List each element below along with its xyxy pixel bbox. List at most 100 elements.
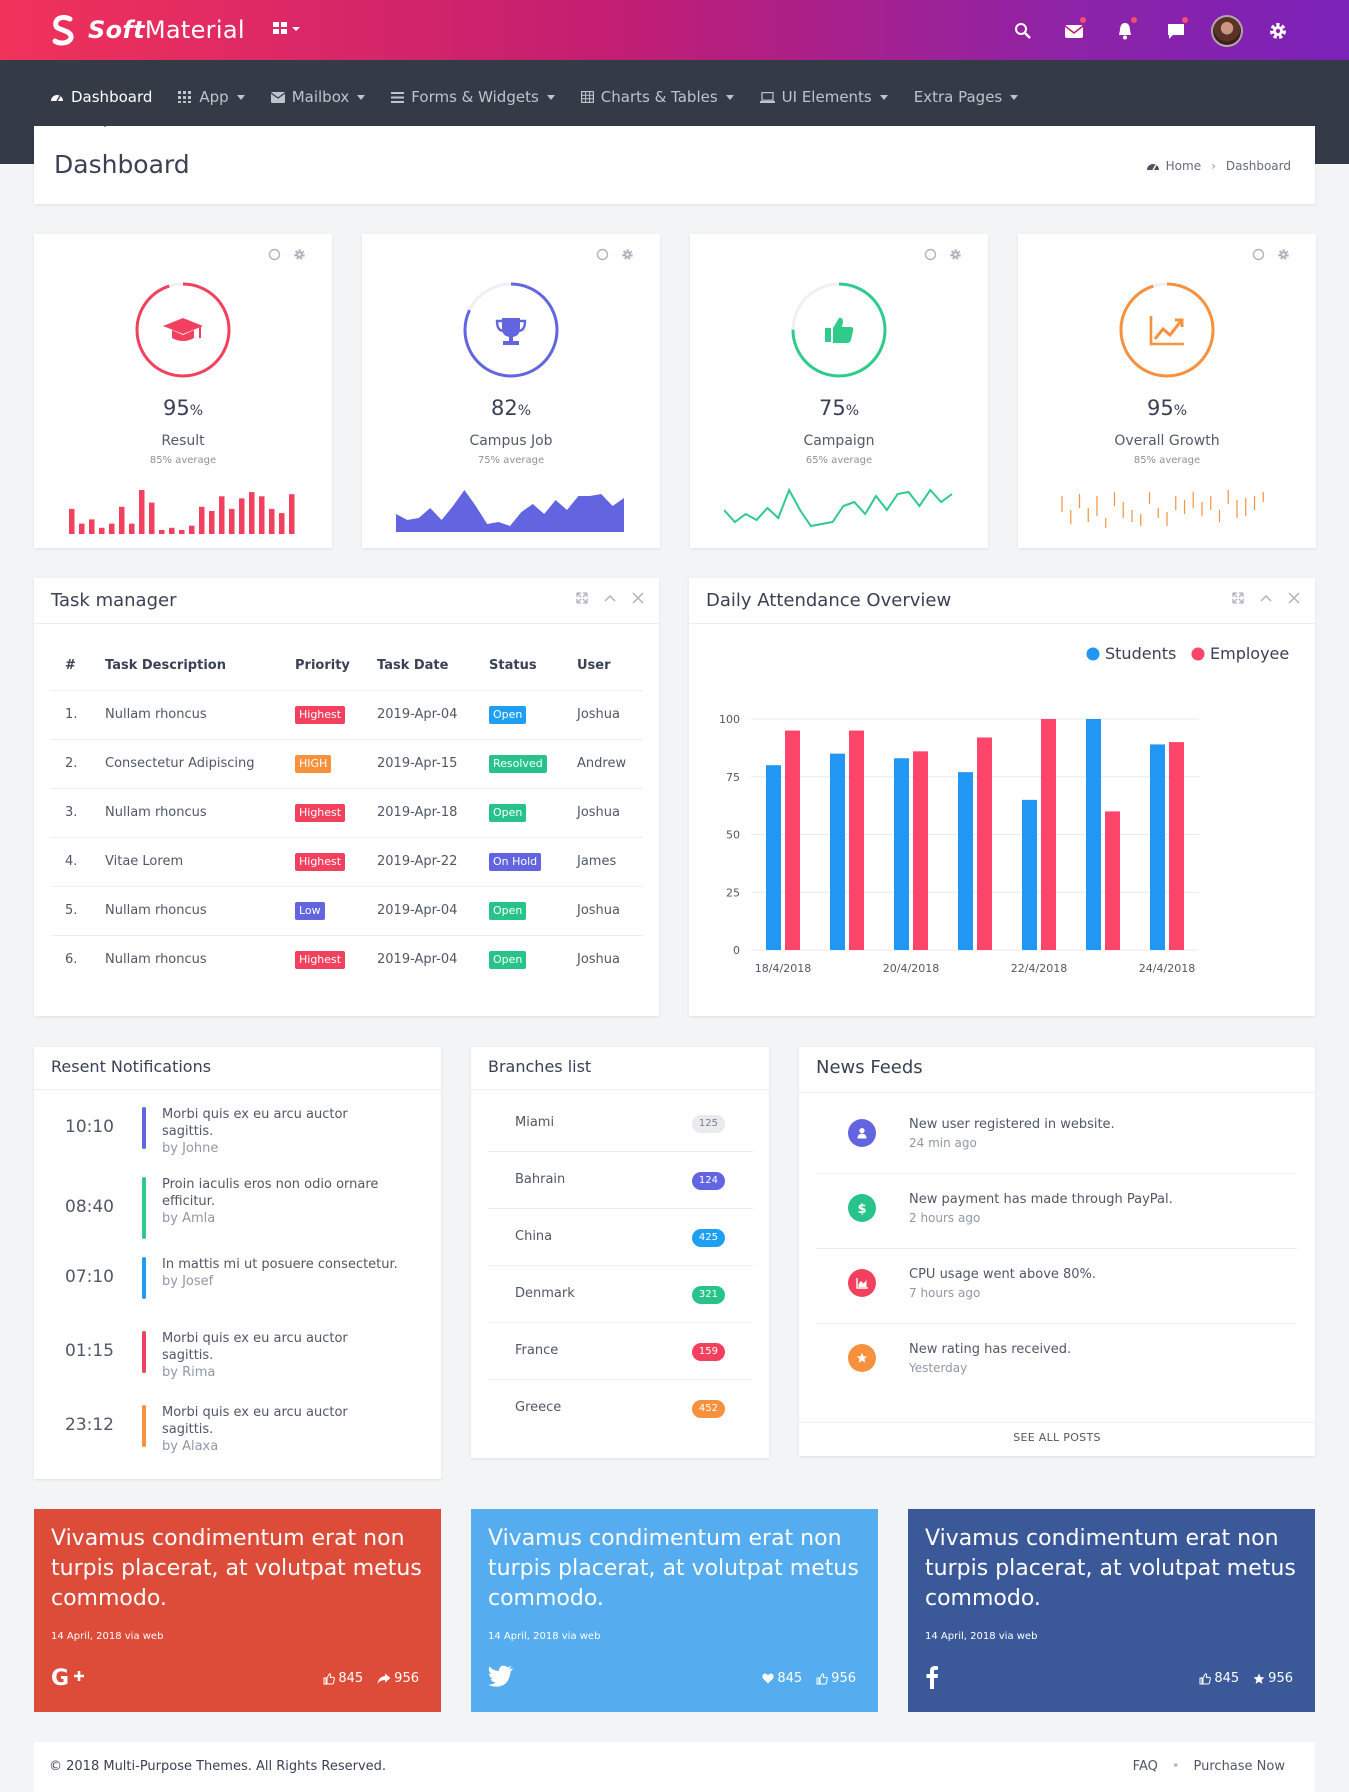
news-feed-item[interactable]: CPU usage went above 80%. 7 hours ago: [816, 1249, 1297, 1324]
bar-employee[interactable]: [785, 730, 800, 950]
branch-item[interactable]: Greece 452: [488, 1380, 753, 1437]
nav-item-forms-widgets[interactable]: Forms & Widgets: [391, 82, 555, 112]
task-number: 1.: [51, 690, 91, 740]
apps-grid-button[interactable]: [272, 20, 302, 42]
social-stat-1[interactable]: 845: [323, 1671, 363, 1686]
bar-students[interactable]: [1022, 799, 1037, 950]
settings-button[interactable]: [1252, 15, 1303, 47]
branch-item[interactable]: France 159: [488, 1323, 753, 1380]
see-all-posts-link[interactable]: SEE ALL POSTS: [1013, 1431, 1101, 1444]
nav-item-extra-pages[interactable]: Extra Pages: [914, 82, 1019, 112]
branch-item[interactable]: China 425: [488, 1209, 753, 1266]
branch-item[interactable]: Miami 125: [488, 1095, 753, 1152]
nav-item-charts-tables[interactable]: Charts & Tables: [580, 82, 734, 112]
branch-item[interactable]: Denmark 321: [488, 1266, 753, 1323]
priority-badge: Highest: [295, 705, 346, 724]
notification-item[interactable]: 08:40 Proin iaculis eros non odio ornare …: [34, 1177, 441, 1239]
social-stat-2[interactable]: 956: [1253, 1671, 1293, 1686]
news-feed-time: Yesterday: [909, 1361, 968, 1375]
bar-employee[interactable]: [977, 737, 992, 950]
close-icon[interactable]: [1287, 591, 1301, 605]
task-date: 2019-Apr-22: [363, 837, 475, 887]
user-menu-button[interactable]: [1201, 15, 1252, 47]
news-feed-item[interactable]: New user registered in website. 24 min ag…: [816, 1099, 1297, 1174]
social-post-card[interactable]: Vivamus condimentum erat non turpis plac…: [34, 1509, 441, 1712]
news-feed-item[interactable]: New rating has received. Yesterday: [816, 1324, 1297, 1399]
legend-item-students[interactable]: Students: [1086, 644, 1177, 663]
notification-time: 01:15: [65, 1341, 114, 1361]
social-stat-1[interactable]: 845: [1199, 1671, 1239, 1686]
nav-item-label: Mailbox: [291, 88, 350, 106]
expand-icon[interactable]: [575, 591, 589, 605]
bar-students[interactable]: [958, 772, 973, 950]
chat-icon: [1167, 24, 1184, 39]
branch-count-badge: 125: [691, 1115, 725, 1133]
refresh-icon[interactable]: [596, 248, 609, 261]
gear-icon[interactable]: [621, 248, 634, 261]
page-title: Dashboard: [54, 150, 190, 179]
refresh-icon[interactable]: [1252, 248, 1265, 261]
purchase-link[interactable]: Purchase Now: [1193, 1759, 1285, 1774]
stat-label: Campus Job: [469, 433, 553, 449]
gear-icon[interactable]: [949, 248, 962, 261]
chat-button[interactable]: [1150, 15, 1201, 47]
close-icon[interactable]: [631, 591, 645, 605]
bar-employee[interactable]: [1105, 811, 1120, 950]
nav-item-dashboard[interactable]: Dashboard: [50, 82, 152, 112]
heart-icon: [762, 1673, 774, 1684]
notification-item[interactable]: 07:10 In mattis mi ut posuere consectetur…: [34, 1257, 441, 1299]
bar-students[interactable]: [766, 765, 781, 950]
bar-employee[interactable]: [913, 751, 928, 950]
google-plus-icon[interactable]: G: [51, 1665, 87, 1693]
social-stat-2[interactable]: 956: [377, 1671, 419, 1686]
bar-employee[interactable]: [1169, 742, 1184, 950]
branch-name: Greece: [515, 1400, 562, 1415]
table-row[interactable]: 2. Consectetur Adipiscing HIGH 2019-Apr-15 R…: [51, 739, 643, 789]
gear-icon[interactable]: [1277, 248, 1290, 261]
facebook-icon[interactable]: [925, 1665, 939, 1693]
bar-employee[interactable]: [849, 730, 864, 950]
copyright-text: © 2018 Multi-Purpose Themes. All Rights …: [49, 1759, 387, 1774]
bar-students[interactable]: [894, 758, 909, 950]
table-row[interactable]: 6. Nullam rhoncus Highest 2019-Apr-04 Open Jo…: [51, 935, 643, 984]
bar-employee[interactable]: [1041, 719, 1056, 950]
brand-logo[interactable]: SoftMaterial: [50, 14, 245, 46]
notification-item[interactable]: 23:12 Morbi quis ex eu arcu auctor sagitt…: [34, 1405, 441, 1454]
dashboard-icon: [1146, 164, 1159, 171]
notification-item[interactable]: 10:10 Morbi quis ex eu arcu auctor sagitt…: [34, 1107, 441, 1156]
news-feed-item[interactable]: $ New payment has made through PayPal. 2 h…: [816, 1174, 1297, 1249]
messages-button[interactable]: [1048, 15, 1099, 47]
social-stat-2[interactable]: 956: [816, 1671, 856, 1686]
twitter-icon[interactable]: [488, 1665, 514, 1691]
breadcrumb-home[interactable]: Home: [1165, 159, 1202, 173]
nav-item-app[interactable]: App: [178, 82, 245, 112]
table-row[interactable]: 1. Nullam rhoncus Highest 2019-Apr-04 Open Jo…: [51, 690, 643, 740]
notifications-button[interactable]: [1099, 15, 1150, 47]
social-post-card[interactable]: Vivamus condimentum erat non turpis plac…: [471, 1509, 878, 1712]
graduation-cap-icon: [163, 318, 203, 341]
bar-students[interactable]: [830, 753, 845, 950]
gear-icon[interactable]: [293, 248, 306, 261]
table-row[interactable]: 5. Nullam rhoncus Low 2019-Apr-04 Open Joshua: [51, 886, 643, 936]
social-post-card[interactable]: Vivamus condimentum erat non turpis plac…: [908, 1509, 1315, 1712]
expand-icon[interactable]: [1231, 591, 1245, 605]
notification-item[interactable]: 01:15 Morbi quis ex eu arcu auctor sagitt…: [34, 1331, 441, 1380]
refresh-icon[interactable]: [268, 248, 281, 261]
search-button[interactable]: [997, 15, 1048, 47]
social-stat-1[interactable]: 845: [762, 1671, 802, 1686]
faq-link[interactable]: FAQ: [1132, 1759, 1158, 1774]
legend-item-employee[interactable]: Employee: [1191, 644, 1290, 663]
notification-author: by Alaxa: [162, 1439, 219, 1454]
refresh-icon[interactable]: [924, 248, 937, 261]
sparkline-area: [396, 490, 624, 532]
branch-item[interactable]: Bahrain 124: [488, 1152, 753, 1209]
nav-item-ui-elements[interactable]: UI Elements: [759, 82, 888, 112]
collapse-icon[interactable]: [1259, 591, 1273, 605]
x-tick-label: 22/4/2018: [1011, 962, 1067, 975]
nav-item-mailbox[interactable]: Mailbox: [270, 82, 366, 112]
table-row[interactable]: 4. Vitae Lorem Highest 2019-Apr-22 On Hold Ja…: [51, 837, 643, 887]
collapse-icon[interactable]: [603, 591, 617, 605]
table-row[interactable]: 3. Nullam rhoncus Highest 2019-Apr-18 Open Jo…: [51, 788, 643, 838]
bar-students[interactable]: [1086, 719, 1101, 950]
bar-students[interactable]: [1150, 744, 1165, 950]
